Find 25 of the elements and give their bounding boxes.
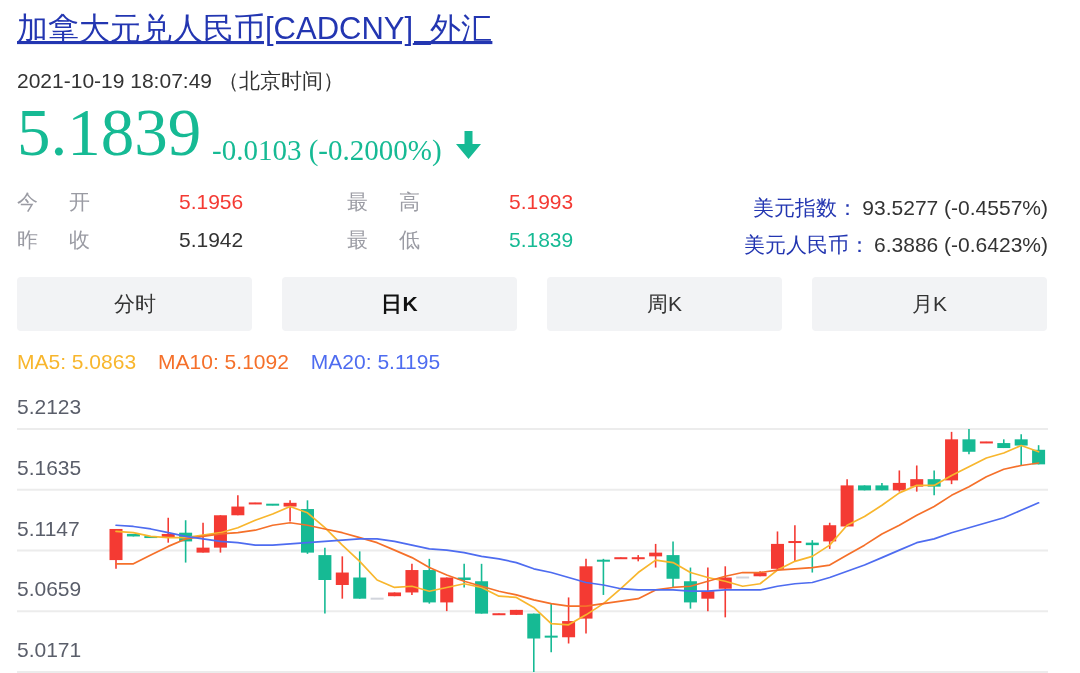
text: 今 开: [17, 190, 95, 213]
text: 最 高: [347, 190, 425, 213]
text: 5.1839: [509, 228, 574, 251]
text: 5.1839: [17, 95, 202, 169]
text: -0.0103 (-0.2000%): [212, 134, 442, 167]
text: 最 低: [347, 228, 425, 251]
legend: MA5: 5.0863 MA10: 5.1092 MA20: 5.1195: [17, 350, 441, 373]
button: 分时: [17, 277, 252, 331]
button: 月K: [812, 277, 1047, 331]
y-tick-label: 5.0171: [17, 638, 82, 661]
button: 周K: [547, 277, 782, 331]
text: 6.3886 (-0.6423%): [874, 233, 1048, 256]
y-tick-label: 5.1635: [17, 455, 82, 479]
y-tick-label: 5.1147: [17, 516, 80, 540]
text: 美元人民币：: [744, 233, 871, 256]
text: 美元指数：: [753, 196, 859, 219]
chart-subtitle: 2021-10-19 18:07:49 （北京时间）: [17, 69, 344, 92]
y-tick-label: 5.2123: [17, 395, 82, 418]
button: 日K: [282, 277, 517, 331]
text: 5.1942: [179, 228, 244, 251]
text: 93.5277 (-0.4557%): [862, 196, 1048, 219]
text: 5.1956: [179, 190, 244, 213]
y-tick-label: 5.0659: [17, 577, 82, 601]
text: 昨 收: [17, 228, 95, 251]
text: 5.1993: [509, 190, 574, 213]
